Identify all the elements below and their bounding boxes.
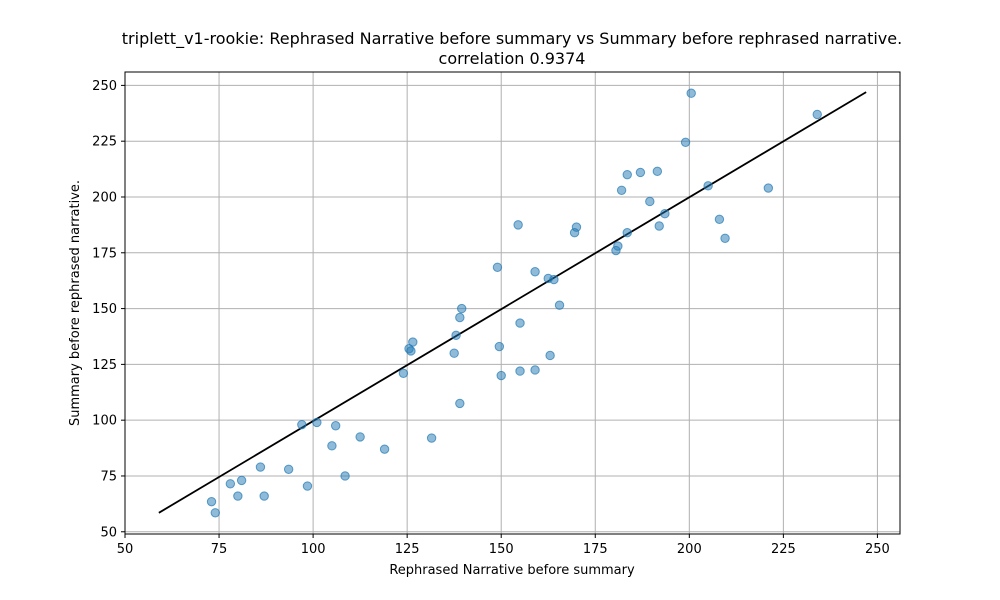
scatter-point	[622, 169, 632, 180]
y-tick-label: 50	[100, 525, 117, 540]
y-tick-label: 125	[92, 358, 117, 373]
scatter-point	[259, 491, 269, 501]
x-tick-label: 225	[771, 542, 796, 557]
scatter-point	[686, 88, 696, 98]
fit-line	[158, 91, 867, 514]
scatter-point	[236, 475, 247, 486]
scatter-point	[255, 462, 266, 472]
scatter-point	[451, 330, 461, 341]
scatter-point	[355, 432, 365, 442]
y-tick-label: 175	[92, 246, 117, 261]
y-tick-label: 250	[92, 79, 117, 94]
scatter-point	[449, 348, 459, 358]
scatter-point	[379, 444, 390, 454]
scatter-point	[622, 227, 632, 238]
scatter-point	[515, 366, 525, 376]
scatter-point	[455, 398, 465, 409]
scatter-point	[763, 183, 774, 193]
scatter-point	[513, 220, 523, 230]
x-tick-label: 75	[211, 542, 228, 557]
scatter-point	[398, 368, 409, 379]
scatter-point	[660, 209, 670, 219]
scatter-point	[549, 274, 559, 285]
scatter-point	[571, 222, 582, 232]
scatter-point	[206, 496, 217, 507]
y-axis-ticks: 50 75 100 125 150 175 200 225 250	[92, 79, 125, 540]
scatter-point	[283, 464, 294, 474]
chart-title: triplett_v1-rookie: Rephrased Narrative …	[122, 29, 902, 49]
x-tick-label: 250	[865, 542, 890, 557]
scatter-point	[613, 241, 623, 251]
scatter-point	[496, 370, 506, 381]
chart-subtitle: correlation 0.9374	[439, 49, 586, 68]
scatter-point	[426, 433, 437, 443]
y-tick-label: 75	[100, 469, 117, 484]
scatter-point	[340, 471, 350, 481]
scatter-point	[530, 365, 540, 375]
scatter-point	[515, 318, 525, 328]
x-tick-label: 100	[301, 542, 326, 557]
scatter-point	[545, 350, 555, 361]
scatter-point	[530, 267, 540, 277]
scatter-point	[494, 341, 505, 352]
scatter-point	[408, 337, 418, 347]
scatter-point	[327, 441, 337, 451]
scatter-point	[492, 262, 503, 272]
y-tick-label: 150	[92, 302, 117, 317]
scatter-point	[720, 233, 730, 243]
scatter-point	[302, 481, 313, 491]
scatter-point	[457, 303, 467, 314]
scatter-point	[812, 109, 822, 120]
x-axis-label: Rephrased Narrative before summary	[389, 563, 635, 578]
scatter-point	[297, 419, 307, 430]
scatter-point	[233, 491, 243, 501]
scatter-point	[645, 196, 655, 207]
scatter-point	[225, 479, 236, 489]
scatter-point	[635, 167, 646, 178]
scatter-point	[680, 137, 691, 148]
scatter-point	[703, 181, 713, 191]
grid	[124, 72, 900, 534]
y-tick-label: 225	[92, 135, 117, 150]
scatter-point	[554, 300, 565, 310]
scatter-point	[312, 417, 322, 428]
scatter-point	[406, 346, 416, 356]
x-axis-ticks: 50 75 100 125 150 175 200 225 250	[117, 534, 890, 557]
scatter-point	[654, 221, 664, 231]
x-tick-label: 50	[117, 542, 134, 557]
y-tick-label: 100	[92, 414, 117, 429]
scatter-point	[455, 312, 465, 323]
x-tick-label: 200	[677, 542, 702, 557]
plot-frame	[124, 71, 901, 535]
y-tick-label: 200	[92, 190, 117, 205]
scatter-point	[714, 214, 725, 225]
points-layer	[206, 88, 822, 518]
scatter-point	[330, 421, 341, 431]
fit-line-layer	[158, 91, 867, 514]
scatter-point	[616, 185, 627, 195]
scatter-point	[210, 508, 220, 518]
scatter-point	[652, 166, 663, 177]
x-tick-label: 125	[395, 542, 420, 557]
y-axis-label: Summary before rephrased narrative.	[68, 180, 83, 426]
x-tick-label: 150	[489, 542, 514, 557]
x-tick-label: 175	[583, 542, 608, 557]
